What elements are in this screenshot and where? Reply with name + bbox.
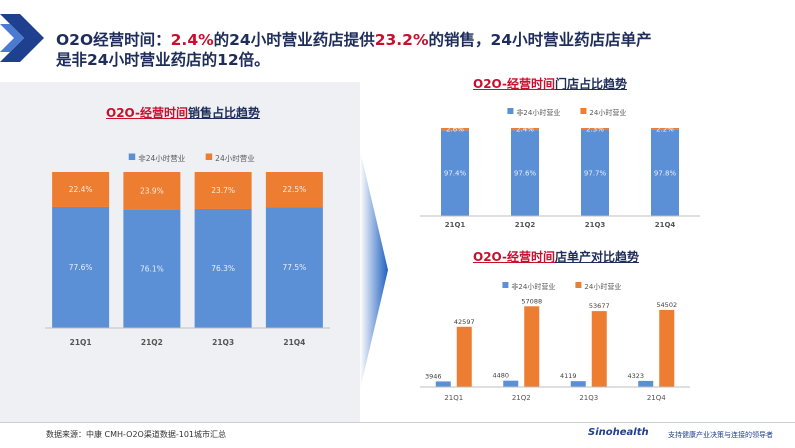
data-label: 4480 — [492, 372, 509, 380]
x-tick-label: 21Q2 — [141, 338, 163, 347]
bar — [441, 130, 469, 216]
data-label: 23.9% — [140, 186, 164, 195]
data-label: 54502 — [656, 301, 677, 309]
legend-swatch — [502, 282, 509, 288]
x-tick-label: 21Q2 — [515, 221, 536, 229]
chart-title-per-store: O2O-经营时间店单产对比趋势 — [473, 248, 639, 265]
chart-title-sales-share: O2O-经营时间销售占比趋势 — [106, 104, 260, 121]
bar — [52, 172, 110, 207]
legend-swatch — [128, 153, 136, 160]
legend-label: 24小时营业 — [589, 108, 626, 117]
bar — [511, 130, 539, 216]
bar — [194, 172, 252, 209]
data-label: 4323 — [627, 372, 644, 380]
bar — [651, 129, 679, 216]
x-tick-label: 21Q3 — [585, 221, 606, 229]
footer-divider — [0, 422, 795, 423]
headline-highlight-2: 23.2% — [374, 31, 429, 49]
brand-tagline: 支持健康产业决策与连接的领导者 — [668, 431, 773, 439]
data-label: 2.2% — [656, 125, 674, 133]
data-label: 42597 — [454, 318, 475, 326]
headline-line-2: 是非24小时营业药店的12倍。 — [56, 51, 270, 69]
x-tick-label: 21Q1 — [444, 394, 463, 402]
data-label: 23.7% — [211, 186, 235, 195]
data-label: 57088 — [521, 297, 542, 305]
bar — [265, 172, 323, 208]
bar — [435, 381, 451, 387]
data-label: 97.6% — [514, 170, 537, 178]
data-label: 3946 — [425, 372, 442, 380]
bar — [591, 311, 607, 387]
data-label: 77.6% — [69, 263, 93, 272]
bar — [194, 208, 252, 328]
data-label: 4119 — [560, 372, 577, 380]
chart-title-per-store-rest: 店单产对比趋势 — [554, 250, 639, 264]
chart-title-store-share-rest: 门店占比趋势 — [554, 77, 627, 91]
bar — [581, 128, 609, 131]
x-tick-label: 21Q4 — [647, 394, 666, 402]
data-label: 97.4% — [444, 170, 467, 178]
bar — [524, 306, 540, 387]
legend-label: 非24小时营业 — [516, 108, 560, 117]
x-tick-label: 21Q4 — [283, 338, 305, 347]
x-tick-label: 21Q3 — [579, 394, 598, 402]
legend-label: 非24小时营业 — [138, 153, 186, 163]
headline-highlight-1: 2.4% — [170, 31, 214, 49]
legend-label: 24小时营业 — [584, 282, 621, 291]
bar — [511, 128, 539, 131]
headline-middle-1: 的24小时营业药店提供 — [213, 31, 375, 49]
legend-swatch — [507, 108, 514, 114]
x-tick-label: 21Q2 — [512, 394, 531, 402]
legend-label: 24小时营业 — [215, 153, 255, 163]
legend-label: 非24小时营业 — [511, 282, 555, 291]
bar — [638, 380, 654, 387]
headline: O2O经营时间：2.4%的24小时营业药店提供23.2%的销售，24小时营业药店… — [56, 30, 786, 70]
bar — [123, 172, 181, 210]
chart-title-sales-share-red: O2O-经营时间 — [106, 106, 188, 120]
bar — [651, 128, 679, 130]
corner-chevron-decoration — [0, 14, 44, 62]
x-tick-label: 21Q3 — [212, 338, 234, 347]
legend-swatch — [580, 108, 587, 114]
headline-prefix: O2O经营时间： — [56, 31, 171, 49]
data-label: 2.6% — [446, 126, 464, 134]
data-label: 76.1% — [140, 264, 164, 273]
arrow-decoration — [360, 150, 388, 390]
chart-sales-share: 非24小时营业 24小时营业 77.6% 22.4% 21Q1 76.1% 23.9% 21Q… — [45, 153, 330, 347]
data-label: 53677 — [589, 302, 610, 310]
bar — [123, 209, 181, 328]
legend-swatch — [575, 282, 582, 288]
data-label: 22.4% — [69, 185, 93, 194]
chart-store-share: 非24小时营业 24小时营业 97.4% 2.6% 21Q1 97.6% 2.4% 21Q2 9… — [420, 108, 700, 229]
chart-title-store-share-red: O2O-经营时间 — [473, 77, 555, 91]
bar — [659, 309, 675, 387]
bar — [570, 381, 586, 387]
data-label: 22.5% — [282, 185, 306, 194]
legend-swatch — [205, 153, 213, 160]
data-label: 76.3% — [211, 264, 235, 273]
bar — [265, 207, 323, 328]
data-label: 77.5% — [282, 263, 306, 272]
bar — [456, 326, 472, 387]
x-tick-label: 21Q4 — [655, 221, 676, 229]
chart-title-store-share: O2O-经营时间门店占比趋势 — [473, 75, 627, 92]
chart-per-store-output: 非24小时营业 24小时营业 3946 42597 21Q1 4480 57088 21Q2 4… — [420, 282, 690, 402]
headline-middle-2: 的销售，24小时营业药店店单产 — [428, 31, 652, 49]
data-label: 97.8% — [654, 169, 677, 177]
data-label: 97.7% — [584, 169, 607, 177]
bar — [503, 380, 519, 387]
bar — [581, 130, 609, 216]
data-label: 2.3% — [586, 125, 604, 133]
x-tick-label: 21Q1 — [70, 338, 92, 347]
x-tick-label: 21Q1 — [445, 221, 466, 229]
chart-title-sales-share-rest: 销售占比趋势 — [187, 106, 260, 120]
data-label: 2.4% — [516, 126, 534, 134]
bar — [441, 128, 469, 131]
bar — [52, 206, 110, 328]
data-source-note: 数据来源：中康 CMH-O2O渠道数据-101城市汇总 — [46, 430, 226, 439]
brand-logo: Sinohealth — [588, 427, 649, 438]
chart-title-per-store-red: O2O-经营时间 — [473, 250, 555, 264]
